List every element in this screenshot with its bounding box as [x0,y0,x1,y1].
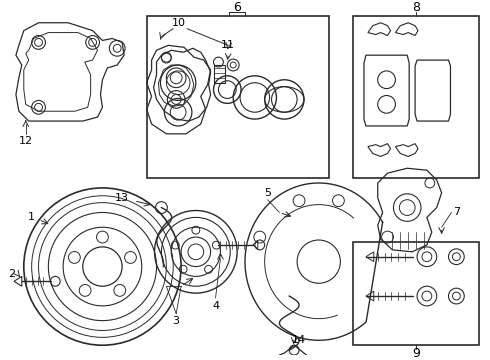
Text: 3: 3 [172,316,180,326]
Text: 2: 2 [8,269,16,279]
Text: 1: 1 [28,212,35,222]
Text: 5: 5 [264,188,271,198]
Text: 7: 7 [453,207,460,217]
Bar [147,16,329,178]
Text: 8: 8 [412,1,420,14]
Text: 12: 12 [19,136,33,146]
Text: 10: 10 [172,18,186,28]
Text: 14: 14 [292,335,306,345]
Bar [214,65,225,83]
Text: 11: 11 [221,40,235,50]
Bar [353,242,479,345]
Text: 4: 4 [212,301,219,311]
Text: 13: 13 [115,193,129,203]
Bar [353,16,479,178]
Text: 6: 6 [233,1,241,14]
Text: 9: 9 [412,347,420,360]
